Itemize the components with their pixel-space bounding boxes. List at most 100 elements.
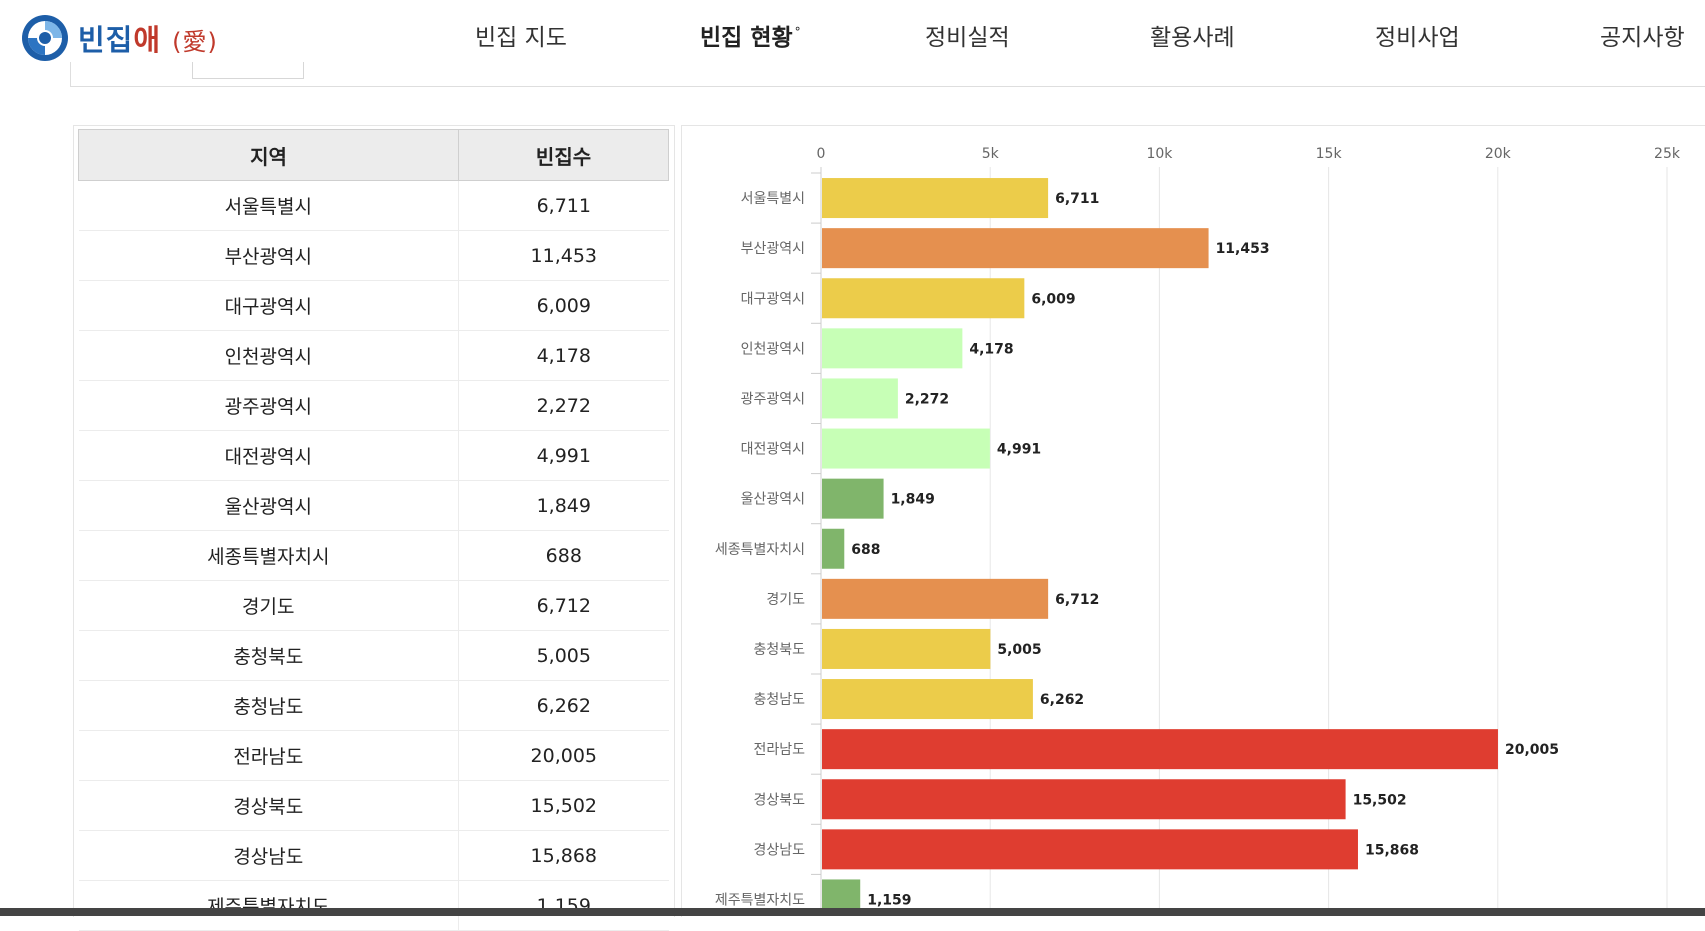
bar-15[interactable]	[822, 879, 861, 908]
table-row: 전라남도 20,005	[78, 730, 669, 781]
count-cell: 688	[458, 530, 669, 581]
x-tick-label: 25k	[1654, 146, 1681, 162]
column-header-region[interactable]: 지역	[77, 129, 460, 181]
y-category-label: 울산광역시	[741, 492, 805, 508]
x-tick-label: 20k	[1485, 146, 1512, 162]
table-body: 서울특별시 6,711 부산광역시 11,453 대구광역시 6,009 인천광역시 4,17…	[78, 180, 669, 931]
logo-text-part1: 빈집	[78, 23, 134, 57]
table-row: 대구광역시 6,009	[78, 280, 669, 331]
table-row: 세종특별자치시 688	[78, 530, 669, 581]
count-cell: 1,159	[458, 880, 669, 931]
region-cell: 울산광역시	[78, 480, 460, 531]
bar-value-label: 5,005	[997, 642, 1041, 658]
count-cell: 11,453	[458, 230, 669, 281]
region-cell: 세종특별자치시	[78, 530, 460, 581]
logo-text-part3: (愛)	[172, 28, 218, 56]
filter-panel	[70, 62, 1705, 87]
count-cell: 15,502	[458, 780, 669, 831]
region-cell: 제주특별자치도	[78, 880, 460, 931]
nav-item-projects[interactable]: 정비사업	[1375, 18, 1460, 58]
region-cell: 대구광역시	[78, 280, 460, 331]
bar-12[interactable]	[822, 729, 1498, 770]
nav-active-mark: °	[794, 25, 801, 40]
count-cell: 6,711	[458, 180, 669, 231]
y-category-label: 충청북도	[753, 642, 805, 658]
region-cell: 경상북도	[78, 780, 460, 831]
y-category-label: 서울특별시	[741, 191, 805, 207]
logo-text: 빈집애 (愛)	[78, 17, 218, 59]
site-logo[interactable]: 빈집애 (愛)	[20, 8, 240, 68]
count-cell: 6,262	[458, 680, 669, 731]
nav-label: 활용사례	[1150, 25, 1235, 51]
nav-label: 공지사항	[1600, 25, 1685, 51]
region-cell: 전라남도	[78, 730, 460, 781]
table-row: 경기도 6,712	[78, 580, 669, 631]
nav-label: 빈집 현황	[700, 25, 793, 51]
nav-item-notices[interactable]: 공지사항	[1600, 18, 1685, 58]
nav-item-map[interactable]: 빈집 지도	[475, 18, 567, 58]
bar-8[interactable]	[822, 528, 845, 569]
y-category-label: 경상북도	[753, 792, 805, 808]
count-cell: 5,005	[458, 630, 669, 681]
y-category-label: 전라남도	[753, 742, 805, 758]
bar-value-label: 1,159	[867, 892, 911, 908]
count-cell: 4,178	[458, 330, 669, 381]
x-tick-label: 5k	[982, 146, 1000, 162]
nav-item-cases[interactable]: 활용사례	[1150, 18, 1235, 58]
y-category-label: 충청남도	[753, 692, 805, 708]
table-row: 경상북도 15,502	[78, 780, 669, 831]
table-row: 경상남도 15,868	[78, 830, 669, 881]
nav-item-results[interactable]: 정비실적	[925, 18, 1010, 58]
filter-select[interactable]	[192, 62, 304, 79]
y-category-label: 대전광역시	[741, 442, 805, 458]
logo-text-part2: 애	[133, 23, 162, 57]
bar-6[interactable]	[822, 428, 990, 469]
chart-card	[681, 125, 1705, 917]
count-cell: 15,868	[458, 830, 669, 881]
region-cell: 경상남도	[78, 830, 460, 881]
bar-4[interactable]	[822, 328, 963, 369]
nav-label: 정비사업	[1375, 25, 1460, 51]
nav-item-status[interactable]: 빈집 현황 °	[700, 18, 801, 58]
region-cell: 대전광역시	[78, 430, 460, 481]
bar-7[interactable]	[822, 478, 884, 519]
top-header: 빈집애 (愛) 빈집 지도 빈집 현황 ° 정비실적 활용사례 정비사업 공지사항	[0, 0, 1705, 76]
region-cell: 경기도	[78, 580, 460, 631]
bar-value-label: 15,868	[1365, 842, 1419, 858]
count-cell: 2,272	[458, 380, 669, 431]
bar-10[interactable]	[822, 628, 991, 669]
swirl-logo-icon	[22, 15, 68, 61]
count-cell: 20,005	[458, 730, 669, 781]
vacant-house-bar-chart: 0 5k 10k 15k 20k 25k 서울특별시 6,711 부산광역시 11,453 대구광역…	[715, 146, 1681, 908]
bar-13[interactable]	[822, 779, 1346, 820]
x-tick-label: 15k	[1316, 146, 1343, 162]
bar-2[interactable]	[822, 228, 1209, 269]
y-category-label: 세종특별자치시	[715, 542, 805, 558]
y-category-label: 경상남도	[753, 842, 805, 858]
bar-1[interactable]	[822, 178, 1049, 219]
bar-14[interactable]	[822, 829, 1358, 870]
table-row: 부산광역시 11,453	[78, 230, 669, 281]
table-row: 광주광역시 2,272	[78, 380, 669, 431]
bar-value-label: 6,711	[1055, 191, 1099, 207]
bar-11[interactable]	[822, 679, 1033, 720]
table-row: 서울특별시 6,711	[78, 180, 669, 231]
bar-5[interactable]	[822, 378, 898, 419]
bar-value-label: 688	[851, 542, 880, 558]
region-cell: 부산광역시	[78, 230, 460, 281]
count-cell: 6,712	[458, 580, 669, 631]
vacant-house-table: 지역 빈집수 서울특별시 6,711 부산광역시 11,453 대구광역시 6,009 인천…	[77, 129, 669, 931]
bar-value-label: 15,502	[1353, 792, 1407, 808]
x-tick-label: 10k	[1146, 146, 1173, 162]
region-cell: 인천광역시	[78, 330, 460, 381]
y-category-label: 제주특별자치도	[715, 892, 805, 908]
bar-value-label: 4,991	[997, 442, 1041, 458]
table-card	[73, 125, 675, 917]
bar-3[interactable]	[822, 278, 1025, 319]
table-row: 충청북도 5,005	[78, 630, 669, 681]
column-header-count[interactable]: 빈집수	[458, 129, 669, 181]
bar-value-label: 6,009	[1031, 291, 1075, 307]
bar-value-label: 11,453	[1216, 241, 1270, 257]
window-bottom-edge	[0, 908, 1705, 916]
bar-9[interactable]	[822, 578, 1049, 619]
